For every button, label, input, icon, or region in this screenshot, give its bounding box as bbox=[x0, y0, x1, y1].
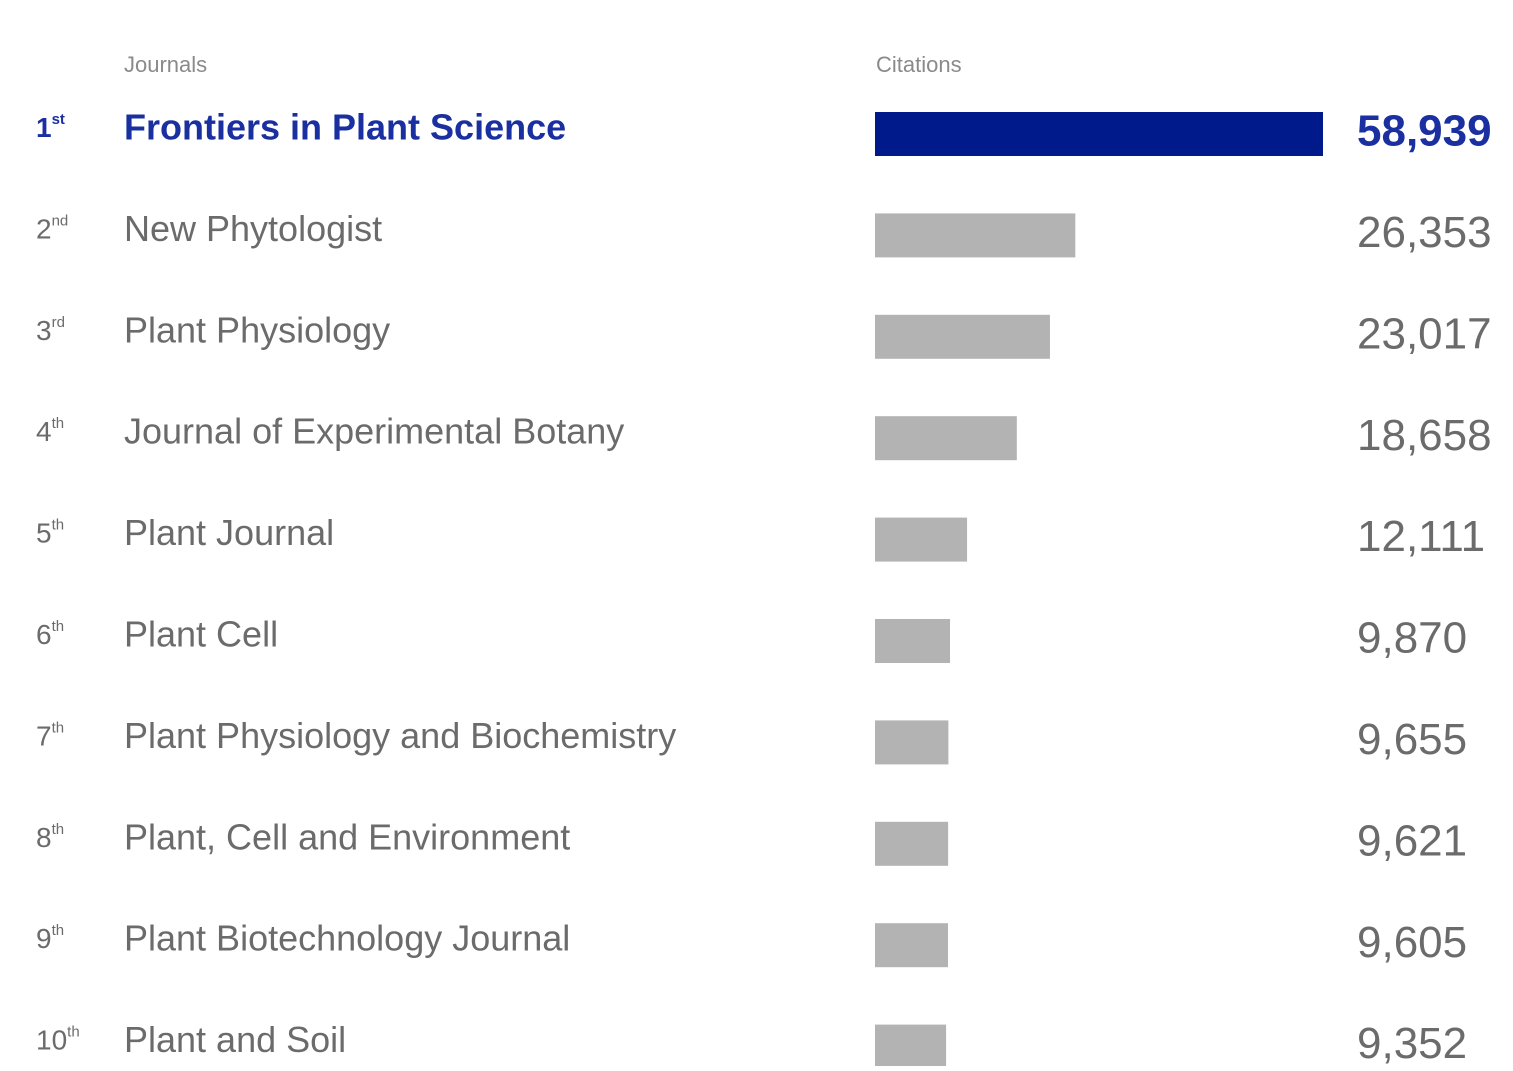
bar bbox=[875, 517, 968, 562]
rank-suffix: th bbox=[52, 517, 65, 534]
value-header: Citations bbox=[876, 52, 962, 77]
rank: 5th bbox=[36, 517, 64, 549]
value-label: 9,352 bbox=[1357, 1019, 1467, 1066]
bar bbox=[875, 923, 949, 968]
bar bbox=[875, 1024, 947, 1069]
rank-suffix: st bbox=[52, 111, 65, 128]
rank-number: 6 bbox=[36, 619, 52, 650]
category-label: Plant, Cell and Environment bbox=[124, 816, 570, 857]
category-label: Plant Physiology bbox=[124, 309, 390, 350]
rank-suffix: th bbox=[52, 618, 65, 635]
category-label: Plant Journal bbox=[124, 512, 334, 553]
category-label: Journal of Experimental Botany bbox=[124, 411, 624, 452]
rank-suffix: th bbox=[67, 1024, 80, 1041]
rank: 2nd bbox=[36, 212, 68, 244]
rank: 1st bbox=[36, 111, 65, 143]
category-label: Plant Cell bbox=[124, 614, 278, 655]
bar bbox=[875, 416, 1017, 461]
value-label: 9,605 bbox=[1357, 918, 1467, 967]
rank-number: 9 bbox=[36, 924, 52, 955]
bar bbox=[875, 821, 949, 866]
rank: 7th bbox=[36, 719, 64, 751]
rank: 8th bbox=[36, 821, 64, 853]
value-label: 12,111 bbox=[1357, 512, 1485, 561]
rank-suffix: th bbox=[52, 922, 65, 939]
category-label: Plant Biotechnology Journal bbox=[124, 918, 570, 959]
rank-number: 5 bbox=[36, 518, 52, 549]
value-label: 9,655 bbox=[1357, 715, 1467, 764]
value-label: 23,017 bbox=[1357, 309, 1492, 358]
bar bbox=[875, 720, 949, 765]
category-label: New Phytologist bbox=[124, 208, 382, 249]
bar bbox=[875, 619, 951, 663]
bar bbox=[875, 213, 1076, 258]
rank-suffix: th bbox=[52, 415, 65, 432]
rank-suffix: rd bbox=[52, 314, 65, 331]
bar bbox=[875, 314, 1050, 359]
value-label: 58,939 bbox=[1357, 107, 1492, 156]
bar bbox=[875, 112, 1323, 156]
value-label: 9,621 bbox=[1357, 816, 1467, 865]
rank: 10th bbox=[36, 1024, 80, 1056]
rank: 6th bbox=[36, 618, 64, 650]
rank: 9th bbox=[36, 922, 64, 954]
value-label: 9,870 bbox=[1357, 614, 1467, 663]
value-label: 26,353 bbox=[1357, 208, 1492, 257]
category-label: Plant and Soil bbox=[124, 1019, 346, 1060]
value-label: 18,658 bbox=[1357, 411, 1492, 460]
category-header: Journals bbox=[124, 52, 207, 77]
rank-number: 8 bbox=[36, 822, 52, 853]
rank-suffix: th bbox=[52, 719, 65, 736]
rank-number: 7 bbox=[36, 721, 52, 752]
rank-number: 2 bbox=[36, 214, 52, 245]
rank-number: 10 bbox=[36, 1025, 67, 1056]
rank: 3rd bbox=[36, 314, 65, 346]
category-label: Frontiers in Plant Science bbox=[124, 107, 566, 148]
category-label: Plant Physiology and Biochemistry bbox=[124, 715, 676, 756]
rank-number: 1 bbox=[36, 112, 52, 143]
rank-number: 3 bbox=[36, 315, 52, 346]
rank: 4th bbox=[36, 415, 64, 447]
rank-number: 4 bbox=[36, 417, 52, 448]
rank-suffix: nd bbox=[52, 212, 69, 229]
rank-suffix: th bbox=[52, 821, 65, 838]
